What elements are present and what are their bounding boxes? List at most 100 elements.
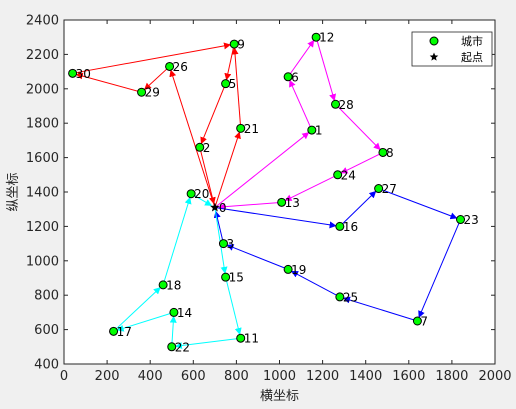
legend-start-marker <box>429 52 439 61</box>
city-label: 13 <box>285 196 300 210</box>
route-segment <box>335 103 381 151</box>
city-point <box>221 79 231 89</box>
start-point <box>210 202 220 212</box>
legend-city-marker <box>429 36 439 46</box>
y-tick-label: 400 <box>34 358 59 373</box>
route-segment <box>315 37 337 102</box>
y-tick-label: 1800 <box>26 117 59 132</box>
route-segment <box>214 206 337 229</box>
city-label: 6 <box>291 70 299 84</box>
city-point <box>236 123 246 133</box>
city-label: 8 <box>386 146 394 160</box>
y-axis-label: 纵坐标 <box>6 172 21 211</box>
x-tick-label: 600 <box>181 369 206 384</box>
city-label: 18 <box>166 278 181 292</box>
route-segment <box>75 72 142 93</box>
start-point-label: 0 <box>219 201 227 215</box>
city-label: 16 <box>343 220 358 234</box>
y-tick-label: 1200 <box>26 220 59 235</box>
city-point <box>218 239 228 249</box>
axis-ticks: 0 200 400 600 800 1000 1200 1400 1600 1800 2000400… <box>26 14 512 385</box>
route-segment <box>226 244 289 270</box>
city-label: 21 <box>244 122 259 136</box>
city-label: 12 <box>319 31 334 45</box>
legend-box <box>411 31 493 67</box>
city-point <box>311 32 321 42</box>
route-segment <box>378 188 458 220</box>
city-point <box>109 326 119 336</box>
city-point <box>158 280 168 290</box>
city-label: 3 <box>226 237 234 251</box>
city-point <box>277 197 287 207</box>
route-segment <box>199 147 216 205</box>
route-segment <box>289 79 313 131</box>
city-label: 24 <box>341 168 356 182</box>
x-tick-label: 200 <box>95 369 120 384</box>
route-segment <box>175 337 241 349</box>
route-segment <box>162 196 192 286</box>
route-segment <box>169 69 216 208</box>
x-tick-label: 1000 <box>263 369 296 384</box>
city-point <box>374 184 384 194</box>
city-point <box>335 221 345 231</box>
route-segment <box>225 277 242 335</box>
x-tick-label: 800 <box>224 369 249 384</box>
city-point <box>137 87 147 97</box>
route-segment <box>340 151 384 174</box>
city-point <box>378 147 388 157</box>
legend-city-label: 城市 <box>461 34 483 48</box>
route-segment <box>169 315 177 347</box>
city-label: 30 <box>76 67 91 81</box>
y-tick-label: 2000 <box>26 82 59 97</box>
route-segment <box>144 66 170 91</box>
city-label: 22 <box>175 340 190 354</box>
city-point <box>283 264 293 274</box>
route-segment <box>418 219 461 318</box>
route-segment <box>339 190 377 227</box>
route-segment <box>72 42 231 74</box>
city-points <box>68 32 466 352</box>
legend-start-label: 起点 <box>461 51 483 64</box>
route-segment <box>213 210 224 244</box>
city-point <box>221 272 231 282</box>
route-segment <box>200 83 227 145</box>
route-segment <box>224 43 235 81</box>
y-tick-label: 800 <box>34 289 59 304</box>
legend: 城市 起点 <box>411 31 493 67</box>
x-tick-label: 400 <box>138 369 163 384</box>
city-label: 19 <box>291 263 306 277</box>
city-label: 15 <box>229 271 244 285</box>
y-tick-label: 2200 <box>26 48 59 63</box>
city-point <box>331 99 341 109</box>
y-tick-label: 600 <box>34 323 59 338</box>
route-segment <box>116 311 175 332</box>
route-segment <box>284 174 338 202</box>
route-segment <box>231 47 242 129</box>
city-point <box>195 142 205 152</box>
city-label: 14 <box>177 306 192 320</box>
city-label: 9 <box>237 38 245 52</box>
city-point <box>412 316 422 326</box>
city-point <box>165 61 175 71</box>
city-label: 20 <box>194 187 209 201</box>
route-segment <box>214 132 310 208</box>
city-point <box>283 72 293 82</box>
city-label: 27 <box>382 182 397 196</box>
route-segment <box>214 207 228 274</box>
city-label: 26 <box>173 60 188 74</box>
route-segment <box>113 287 161 332</box>
x-tick-label: 0 <box>60 369 68 384</box>
city-point <box>456 215 466 225</box>
city-label: 7 <box>420 315 428 329</box>
x-tick-label: 1600 <box>392 369 425 384</box>
city-point <box>68 68 78 78</box>
x-axis-label: 横坐标 <box>260 389 299 404</box>
plot-area <box>63 19 496 365</box>
city-label: 2 <box>203 141 211 155</box>
route-segment <box>291 270 341 298</box>
city-point <box>186 189 196 199</box>
city-point <box>236 333 246 343</box>
x-tick-label: 1800 <box>435 369 468 384</box>
